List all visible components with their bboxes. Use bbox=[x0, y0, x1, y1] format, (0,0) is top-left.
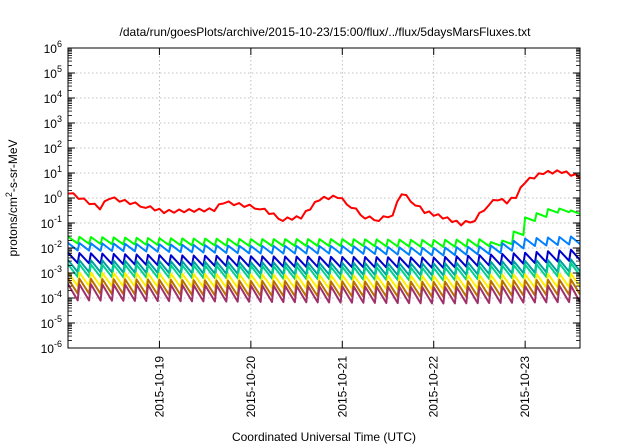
y-tick-label: 106 bbox=[44, 39, 62, 56]
y-tick-label-exponent: 4 bbox=[57, 89, 62, 99]
series-line-teeth-8 bbox=[67, 283, 581, 305]
y-axis-label: protons/cm2-s-sr-MeV bbox=[4, 139, 20, 256]
y-tick-label: 104 bbox=[44, 89, 62, 106]
x-tick-label: 2015-10-20 bbox=[244, 356, 258, 418]
y-tick-label: 10-3 bbox=[41, 264, 62, 281]
y-tick-label: 100 bbox=[44, 189, 62, 206]
y-tick-label-exponent: 2 bbox=[57, 139, 62, 149]
y-axis-label-sup: 2 bbox=[4, 192, 14, 197]
series-line-teeth-5 bbox=[67, 262, 581, 282]
y-tick-label: 101 bbox=[44, 164, 62, 181]
y-tick-label: 10-2 bbox=[41, 239, 62, 256]
y-tick-label-base: 10 bbox=[44, 92, 58, 106]
y-tick-label-exponent: -1 bbox=[54, 214, 62, 224]
chart-series-group bbox=[67, 169, 581, 305]
y-tick-label-exponent: 6 bbox=[57, 39, 62, 49]
x-tick-label: 2015-10-23 bbox=[518, 356, 532, 418]
y-tick-label-base: 10 bbox=[41, 217, 55, 231]
y-tick-label-exponent: -2 bbox=[54, 239, 62, 249]
x-tick-label: 2015-10-21 bbox=[335, 356, 349, 418]
y-tick-label: 10-1 bbox=[41, 214, 62, 231]
y-tick-label-base: 10 bbox=[44, 167, 58, 181]
y-tick-label: 10-6 bbox=[41, 339, 62, 356]
y-tick-label: 103 bbox=[44, 114, 62, 131]
y-tick-label: 10-4 bbox=[41, 289, 62, 306]
y-axis-label-rest: -s-sr-MeV bbox=[6, 139, 20, 192]
y-tick-label: 10-5 bbox=[41, 314, 62, 331]
y-tick-label-exponent: -3 bbox=[54, 264, 62, 274]
x-tick-label: 2015-10-19 bbox=[152, 356, 166, 418]
series-line-teeth-7 bbox=[67, 277, 581, 298]
series-line-teeth-2 bbox=[67, 235, 581, 257]
y-tick-label-exponent: -6 bbox=[54, 339, 62, 349]
y-tick-label-base: 10 bbox=[44, 42, 58, 56]
y-tick-label: 105 bbox=[44, 64, 62, 81]
y-tick-label-base: 10 bbox=[44, 142, 58, 156]
y-tick-label-exponent: 1 bbox=[57, 164, 62, 174]
y-tick-label: 102 bbox=[44, 139, 62, 156]
y-tick-label-base: 10 bbox=[41, 317, 55, 331]
y-tick-label-base: 10 bbox=[44, 117, 58, 131]
y-tick-label-exponent: -5 bbox=[54, 314, 62, 324]
y-axis-label-base: protons/cm bbox=[6, 197, 20, 256]
series-line-teeth-1 bbox=[67, 207, 581, 248]
series-line-teeth-6 bbox=[67, 271, 581, 291]
chart-title: /data/run/goesPlots/archive/2015-10-23/1… bbox=[120, 25, 532, 39]
y-tick-label-exponent: 0 bbox=[57, 189, 62, 199]
x-tick-labels: 2015-10-19 2015-10-20 2015-10-21 2015-10-22… bbox=[152, 356, 532, 418]
x-tick-label: 2015-10-22 bbox=[427, 356, 441, 418]
series-line-teeth-3 bbox=[67, 248, 581, 269]
y-tick-label-exponent: 3 bbox=[57, 114, 62, 124]
x-axis-label: Coordinated Universal Time (UTC) bbox=[232, 430, 416, 444]
y-tick-label-base: 10 bbox=[41, 242, 55, 256]
y-tick-label-exponent: -4 bbox=[54, 289, 62, 299]
y-tick-label-base: 10 bbox=[41, 342, 55, 356]
series-line-red-0 bbox=[67, 169, 581, 227]
y-tick-label-base: 10 bbox=[41, 292, 55, 306]
y-tick-label-base: 10 bbox=[41, 267, 55, 281]
series-line-teeth-4 bbox=[67, 258, 581, 277]
y-tick-label-base: 10 bbox=[44, 192, 58, 206]
y-tick-label-exponent: 5 bbox=[57, 64, 62, 74]
y-tick-labels: 10-610-510-410-310-210-11001011021031041… bbox=[41, 39, 62, 356]
y-tick-label-base: 10 bbox=[44, 67, 58, 81]
chart-ticks bbox=[68, 47, 580, 349]
